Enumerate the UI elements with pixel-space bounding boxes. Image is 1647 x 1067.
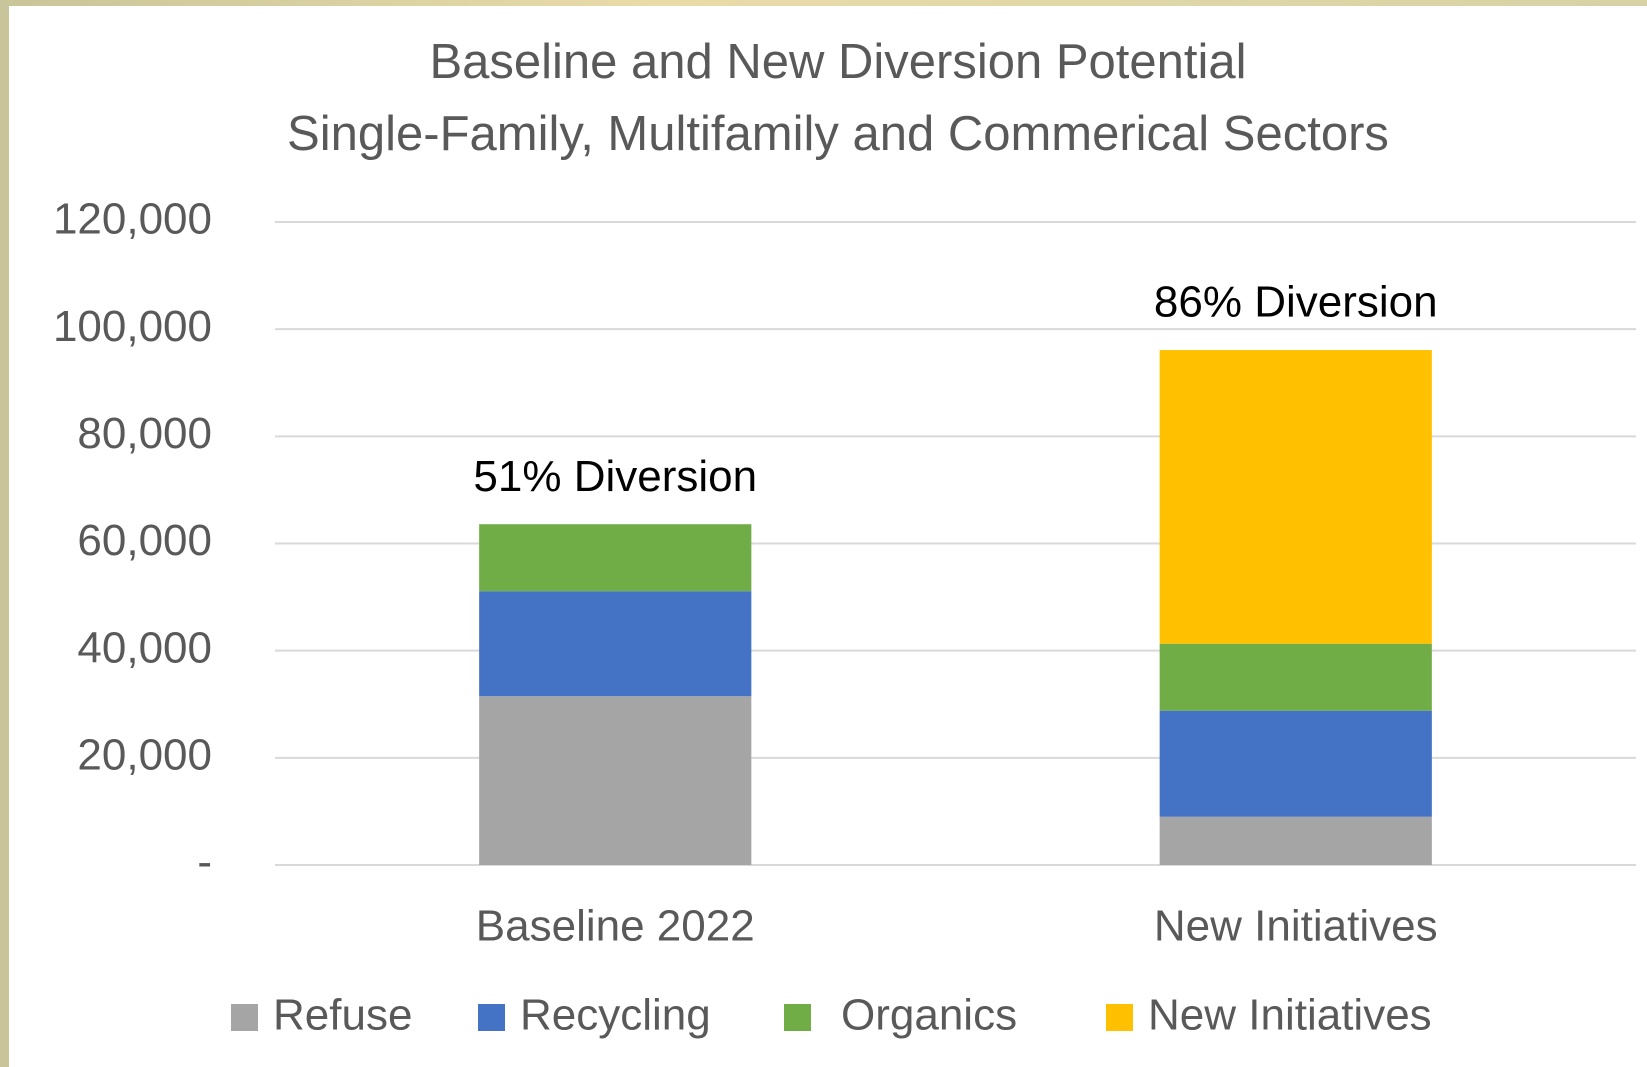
y-tick-label: 60,000 bbox=[77, 516, 212, 565]
bar-segment bbox=[1159, 816, 1432, 865]
bar-segment bbox=[1159, 350, 1432, 644]
bar-label: 86% Diversion bbox=[1154, 278, 1438, 327]
legend-label: Organics bbox=[841, 991, 1017, 1040]
x-tick-label: Baseline 2022 bbox=[476, 902, 755, 951]
chart-title: Baseline and New Diversion Potential bbox=[429, 35, 1246, 89]
legend-swatch bbox=[478, 1004, 505, 1031]
bar-label: 51% Diversion bbox=[473, 452, 757, 501]
legend-swatch bbox=[231, 1004, 258, 1031]
x-tick-label: New Initiatives bbox=[1154, 902, 1438, 951]
legend-swatch bbox=[784, 1004, 811, 1031]
bar-segment bbox=[479, 591, 752, 697]
y-tick-label: 40,000 bbox=[77, 623, 212, 672]
legend-label: Refuse bbox=[273, 991, 412, 1040]
chart-subtitle: Single-Family, Multifamily and Commerica… bbox=[287, 107, 1389, 161]
y-tick-label: 120,000 bbox=[53, 195, 212, 244]
y-tick-label: - bbox=[197, 838, 212, 887]
legend-label: Recycling bbox=[520, 991, 711, 1040]
bar-segment bbox=[479, 524, 752, 592]
bar-segment bbox=[1159, 643, 1432, 711]
bar-segment bbox=[479, 696, 752, 865]
bar-segment bbox=[1159, 710, 1432, 817]
y-tick-label: 80,000 bbox=[77, 409, 212, 458]
legend-label: New Initiatives bbox=[1148, 991, 1432, 1040]
y-tick-label: 20,000 bbox=[77, 730, 212, 779]
legend-swatch bbox=[1106, 1004, 1133, 1031]
y-tick-label: 100,000 bbox=[53, 302, 212, 351]
